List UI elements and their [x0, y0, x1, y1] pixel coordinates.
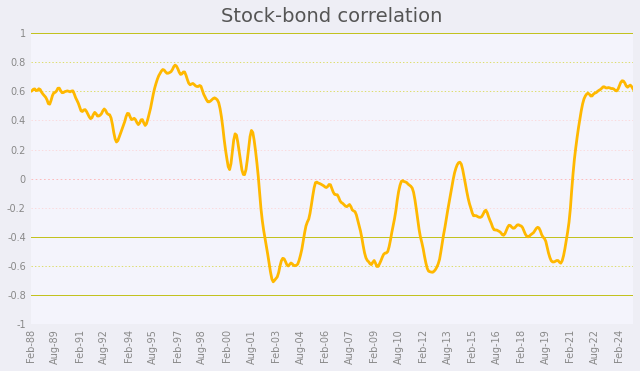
Title: Stock-bond correlation: Stock-bond correlation — [221, 7, 442, 26]
